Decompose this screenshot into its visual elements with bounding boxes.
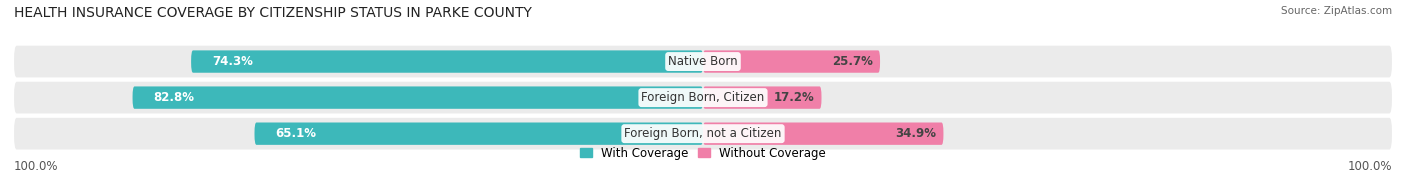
Text: 100.0%: 100.0% xyxy=(14,160,59,173)
FancyBboxPatch shape xyxy=(14,46,1392,77)
Text: Foreign Born, Citizen: Foreign Born, Citizen xyxy=(641,91,765,104)
FancyBboxPatch shape xyxy=(132,86,703,109)
Text: 82.8%: 82.8% xyxy=(153,91,194,104)
Text: Foreign Born, not a Citizen: Foreign Born, not a Citizen xyxy=(624,127,782,140)
FancyBboxPatch shape xyxy=(14,118,1392,150)
Text: Source: ZipAtlas.com: Source: ZipAtlas.com xyxy=(1281,6,1392,16)
Text: 17.2%: 17.2% xyxy=(773,91,814,104)
Text: 65.1%: 65.1% xyxy=(276,127,316,140)
Text: Native Born: Native Born xyxy=(668,55,738,68)
Text: 100.0%: 100.0% xyxy=(1347,160,1392,173)
FancyBboxPatch shape xyxy=(14,82,1392,113)
Text: 34.9%: 34.9% xyxy=(896,127,936,140)
Text: HEALTH INSURANCE COVERAGE BY CITIZENSHIP STATUS IN PARKE COUNTY: HEALTH INSURANCE COVERAGE BY CITIZENSHIP… xyxy=(14,6,531,20)
Legend: With Coverage, Without Coverage: With Coverage, Without Coverage xyxy=(575,142,831,164)
FancyBboxPatch shape xyxy=(191,50,703,73)
FancyBboxPatch shape xyxy=(254,122,703,145)
Text: 74.3%: 74.3% xyxy=(212,55,253,68)
Text: 25.7%: 25.7% xyxy=(832,55,873,68)
FancyBboxPatch shape xyxy=(703,50,880,73)
FancyBboxPatch shape xyxy=(703,86,821,109)
FancyBboxPatch shape xyxy=(703,122,943,145)
